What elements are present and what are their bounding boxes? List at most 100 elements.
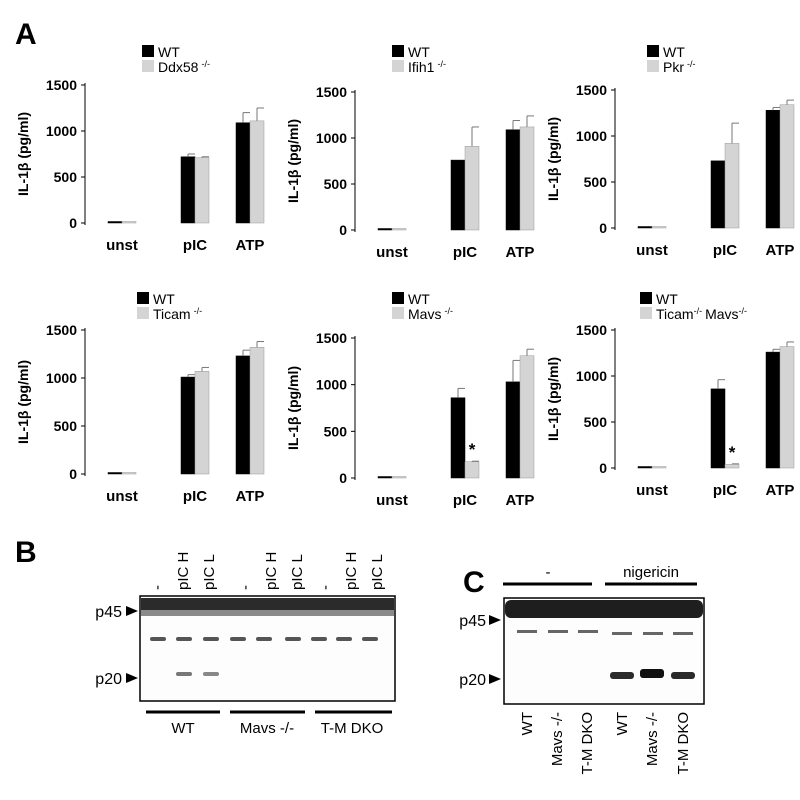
- legend-label-wt: WT: [408, 44, 430, 60]
- bar-ko: [779, 346, 795, 469]
- bar-ko: [194, 371, 210, 475]
- bar-wt: [450, 397, 466, 479]
- blot-b-p45-band: [141, 598, 394, 610]
- y-tick-label: 0: [599, 220, 607, 236]
- chart-5: 0 500 1000 1500 IL-1β (pg/ml) unst pIC ATP * WTMa…: [285, 291, 534, 509]
- bar-wt: [505, 381, 521, 479]
- chart-4: 0 500 1000 1500 IL-1β (pg/ml) unst pIC ATP WTTic…: [15, 291, 264, 505]
- y-tick-label: 1500: [316, 330, 347, 346]
- legend-swatch-ko: [142, 60, 154, 72]
- y-tick-label: 1000: [46, 370, 77, 386]
- legend-label-ko: Pkr -/-: [663, 59, 696, 75]
- y-tick-label: 500: [584, 414, 608, 430]
- bar-wt: [377, 476, 393, 479]
- lane-label: WT: [519, 712, 536, 735]
- bar-wt: [235, 355, 251, 475]
- y-axis-label: IL-1β (pg/ml): [15, 360, 31, 444]
- bar-wt: [107, 221, 123, 224]
- bar-ko: [249, 120, 265, 224]
- blot-c-p20-band: [640, 669, 664, 678]
- blot-b: [126, 595, 396, 702]
- legend-label-wt: WT: [153, 291, 175, 307]
- y-axis-label: IL-1β (pg/ml): [285, 119, 301, 203]
- bar-wt: [765, 351, 781, 469]
- y-tick-label: 500: [324, 176, 348, 192]
- x-tick-label: ATP: [766, 242, 795, 259]
- x-tick-label: ATP: [236, 237, 265, 254]
- marker-p45: p45: [459, 613, 486, 630]
- lane-label: pIC L: [289, 554, 306, 590]
- blot-c-p20-band: [610, 672, 634, 679]
- y-tick-label: 1500: [46, 322, 77, 338]
- bar-wt: [710, 388, 726, 469]
- legend-swatch-wt: [392, 292, 404, 304]
- y-tick-label: 0: [599, 460, 607, 476]
- bar-ko: [194, 157, 210, 224]
- lane-label: -: [149, 585, 166, 590]
- bar-wt: [637, 466, 653, 469]
- lane-label: pIC H: [175, 552, 192, 590]
- lane-label: Mavs -/-: [644, 712, 661, 766]
- blot-b-p20-band: [203, 672, 219, 676]
- legend-sup: -/-: [444, 306, 453, 316]
- lane-label: -: [317, 585, 334, 590]
- legend-swatch-ko: [392, 307, 404, 319]
- bar-wt: [450, 159, 466, 231]
- bar-wt: [235, 122, 251, 224]
- x-tick-label: pIC: [453, 492, 477, 509]
- bar-ko: [651, 466, 667, 469]
- arrowhead-icon: [489, 674, 501, 684]
- y-axis-label: IL-1β (pg/ml): [545, 117, 561, 201]
- bar-wt: [637, 226, 653, 229]
- y-tick-label: 1500: [576, 322, 607, 338]
- y-tick-label: 500: [54, 418, 78, 434]
- y-tick-label: 500: [584, 174, 608, 190]
- blot-c-mid-bands: [517, 630, 693, 635]
- legend-swatch-wt: [137, 292, 149, 304]
- x-tick-label: pIC: [453, 244, 477, 261]
- legend-sup: -/-: [739, 306, 748, 316]
- legend-sup: -/-: [201, 59, 210, 69]
- chart-1: 0 500 1000 1500 IL-1β (pg/ml) unst pIC ATP WTDdx…: [15, 44, 264, 254]
- bar-ko: [464, 461, 480, 479]
- panel-label-c: C: [463, 566, 485, 599]
- y-tick-label: 0: [69, 466, 77, 482]
- legend-name: Ifih1: [408, 59, 435, 75]
- y-tick-label: 1000: [46, 123, 77, 139]
- legend-name: Mavs: [408, 306, 441, 322]
- x-tick-label: pIC: [183, 488, 207, 505]
- bar-ko: [121, 221, 137, 224]
- x-tick-label: unst: [106, 488, 138, 505]
- bar-wt: [180, 376, 196, 475]
- legend-part: Mavs: [705, 306, 738, 322]
- bar-wt: [765, 109, 781, 229]
- bar-wt: [710, 160, 726, 229]
- y-tick-label: 0: [339, 470, 347, 486]
- y-tick-label: 1000: [316, 377, 347, 393]
- y-tick-label: 1500: [576, 82, 607, 98]
- blot-c: [489, 597, 705, 705]
- legend-swatch-wt: [647, 45, 659, 57]
- marker-p20: p20: [459, 672, 486, 689]
- lane-label: pIC H: [343, 552, 360, 590]
- legend-swatch-ko: [392, 60, 404, 72]
- x-tick-label: unst: [636, 482, 668, 499]
- x-tick-label: ATP: [506, 244, 535, 261]
- arrowhead-icon: [489, 615, 501, 625]
- bar-ko: [779, 104, 795, 229]
- legend-label-wt: WT: [158, 44, 180, 60]
- legend-sup: -/-: [194, 306, 203, 316]
- x-tick-label: pIC: [183, 237, 207, 254]
- bar-wt: [377, 228, 393, 231]
- legend-label-wt: WT: [408, 291, 430, 307]
- legend-part: Ticam: [656, 306, 694, 322]
- y-axis-label: IL-1β (pg/ml): [15, 112, 31, 196]
- significance-asterisk: *: [729, 443, 736, 462]
- blot-b-p20-band: [176, 672, 192, 676]
- bar-ko: [249, 347, 265, 475]
- legend-name: Ddx58: [158, 59, 199, 75]
- lane-label: pIC H: [263, 552, 280, 590]
- y-tick-label: 500: [324, 423, 348, 439]
